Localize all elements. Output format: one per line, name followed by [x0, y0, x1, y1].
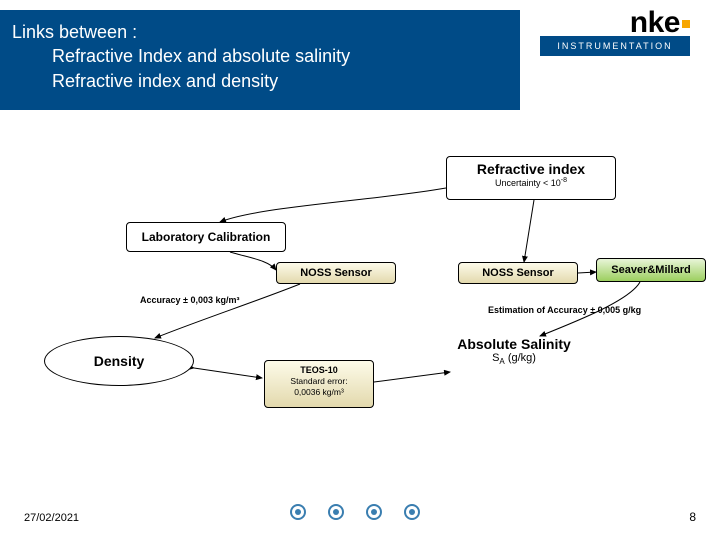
slide-stage: { "header": { "line1": "Links between :"…: [0, 0, 720, 540]
node-teos10: TEOS-10 Standard error: 0,0036 kg/m³: [264, 360, 374, 408]
node-noss-sensor-1: NOSS Sensor: [276, 262, 396, 284]
dot-icon: [404, 504, 420, 520]
teos10-line2: Standard error:: [290, 376, 347, 386]
footer-dots: [290, 504, 420, 520]
as-sub: A: [499, 357, 504, 366]
logo-subtitle: INSTRUMENTATION: [557, 41, 672, 51]
node-noss-sensor-2: NOSS Sensor: [458, 262, 578, 284]
accuracy-right: Estimation of Accuracy ± 0,005 g/kg: [488, 305, 641, 315]
footer-page: 8: [689, 510, 696, 524]
accuracy-left: Accuracy ± 0,003 kg/m³: [140, 295, 240, 305]
logo-accent-square: [682, 20, 690, 28]
ri-unc-exp: -8: [561, 177, 567, 184]
teos10-line3: 0,0036 kg/m³: [294, 387, 344, 397]
title-line-3: Refractive index and density: [52, 69, 508, 93]
refractive-index-uncertainty: Uncertainty < 10-8: [451, 177, 611, 188]
logo: nke INSTRUMENTATION: [560, 6, 690, 56]
title-line-1: Links between :: [12, 20, 508, 44]
refractive-index-title: Refractive index: [451, 161, 611, 177]
teos10-title: TEOS-10: [300, 365, 338, 375]
title-bar: Links between : Refractive Index and abs…: [0, 10, 520, 110]
dot-icon: [290, 504, 306, 520]
title-line-2: Refractive Index and absolute salinity: [52, 44, 508, 68]
absolute-salinity-title: Absolute Salinity: [424, 336, 604, 352]
dot-icon: [366, 504, 382, 520]
absolute-salinity-sub: SA (g/kg): [424, 352, 604, 366]
node-seaver-millard: Seaver&Millard: [596, 258, 706, 282]
footer-date: 27/02/2021: [24, 512, 79, 524]
node-density: Density: [44, 336, 194, 386]
as-unit: (g/kg): [508, 352, 536, 364]
ri-unc-text: Uncertainty < 10: [495, 178, 561, 188]
node-refractive-index: Refractive index Uncertainty < 10-8: [446, 156, 616, 200]
logo-main: nke: [630, 6, 680, 39]
node-lab-calibration: Laboratory Calibration: [126, 222, 286, 252]
node-absolute-salinity: Absolute Salinity SA (g/kg): [424, 336, 604, 366]
logo-text: nke: [560, 6, 690, 40]
dot-icon: [328, 504, 344, 520]
